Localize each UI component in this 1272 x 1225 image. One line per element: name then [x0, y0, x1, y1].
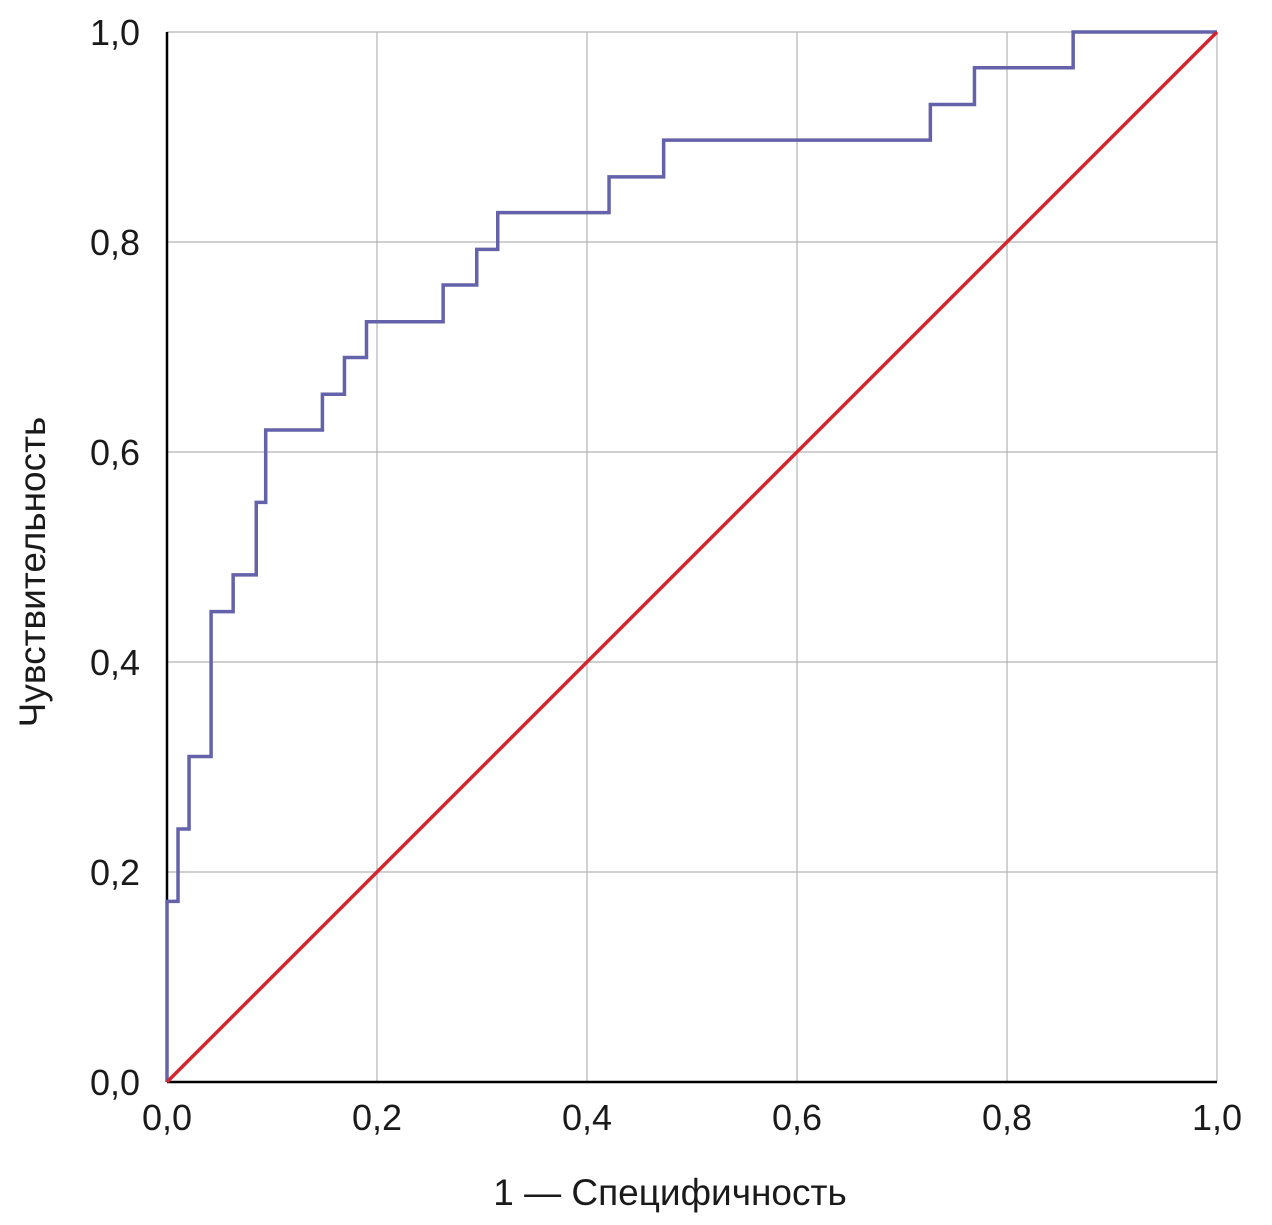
x-axis-label: 1 — Специфичность — [493, 1172, 846, 1213]
grid — [167, 31, 1218, 1082]
y-axis-label: Чувствительность — [12, 417, 53, 728]
x-tick-label: 0,8 — [982, 1097, 1032, 1138]
x-tick-label: 0,2 — [352, 1097, 402, 1138]
y-tick-label: 0,6 — [90, 432, 140, 473]
y-tick-label: 0,0 — [90, 1062, 140, 1103]
x-tick-label: 1,0 — [1192, 1097, 1242, 1138]
tick-labels: 0,00,0 0,2 0,2 0,4 0,4 0,6 0,6 0,8 0,8 1,0 1,0 — [90, 12, 1242, 1138]
x-tick-label: 0,4 — [562, 1097, 612, 1138]
x-tick-label: 0,0 — [142, 1097, 192, 1138]
y-tick-label: 0,2 — [90, 852, 140, 893]
series-line-reference — [165, 30, 1219, 1084]
x-tick-label: 0,6 — [772, 1097, 822, 1138]
y-tick-label: 0,4 — [90, 642, 140, 683]
series-layer — [165, 30, 1219, 1084]
series-line-roc — [165, 30, 1217, 1082]
y-tick-label: 1,0 — [90, 12, 140, 53]
y-tick-label: 0,8 — [90, 222, 140, 263]
